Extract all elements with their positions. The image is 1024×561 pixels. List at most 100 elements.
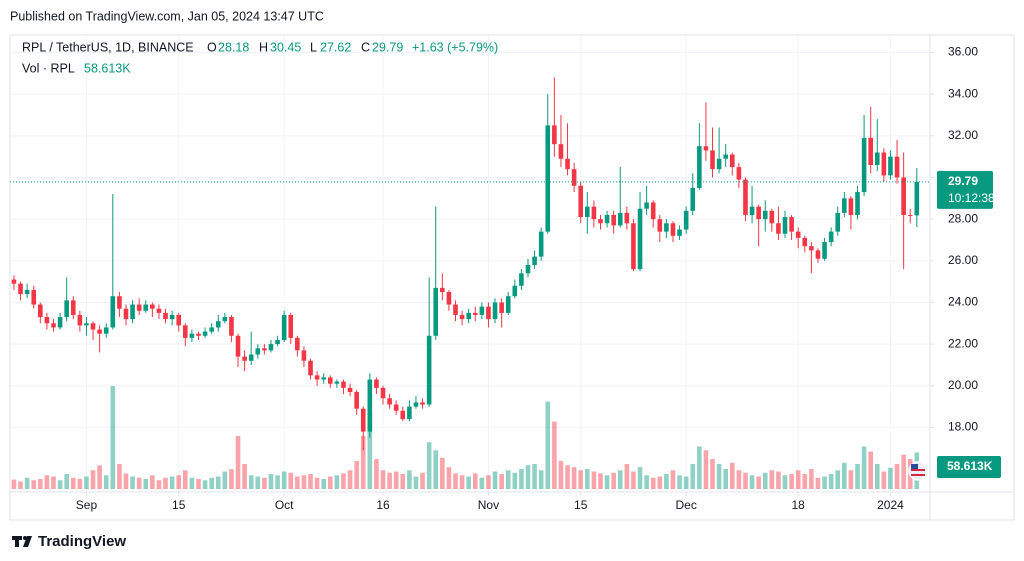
volume-bar bbox=[24, 477, 30, 489]
volume-bar bbox=[624, 464, 630, 489]
candle-body bbox=[835, 212, 841, 232]
volume-bar bbox=[440, 457, 445, 489]
grid bbox=[10, 35, 930, 492]
candle-body bbox=[189, 333, 195, 338]
candle-body bbox=[374, 379, 379, 388]
volume-bar bbox=[202, 480, 208, 489]
candle-body bbox=[262, 348, 267, 351]
volume-bar bbox=[156, 480, 162, 489]
volume-bar bbox=[690, 464, 696, 489]
candle-body bbox=[479, 306, 485, 315]
volume-bar bbox=[571, 467, 577, 489]
candle-body bbox=[420, 402, 425, 405]
x-tick-label: 18 bbox=[792, 498, 806, 512]
candle-body bbox=[136, 304, 142, 311]
volume-value: 58.613K bbox=[84, 61, 131, 75]
volume-bar bbox=[44, 475, 50, 489]
x-tick-label: 15 bbox=[574, 498, 588, 512]
candle-body bbox=[677, 229, 682, 236]
candle-body bbox=[70, 300, 76, 315]
volume-bar bbox=[321, 479, 326, 489]
y-tick-label: 18.00 bbox=[948, 420, 978, 434]
volume-label: 58.613K bbox=[947, 459, 993, 473]
volume-bar bbox=[558, 460, 564, 489]
volume-bar bbox=[591, 471, 597, 489]
candle-body bbox=[110, 296, 116, 328]
candle-body bbox=[822, 242, 827, 259]
volume-bar bbox=[519, 469, 524, 489]
volume-bar bbox=[295, 476, 300, 489]
candle-body bbox=[776, 223, 781, 234]
last-price-box bbox=[937, 170, 993, 209]
candle-body bbox=[301, 350, 307, 361]
candle-body bbox=[683, 210, 689, 230]
ohlc-letter: O bbox=[207, 40, 217, 54]
volume-bar bbox=[130, 476, 135, 489]
candle-body bbox=[631, 223, 636, 270]
candle-body bbox=[716, 158, 722, 170]
candle-body bbox=[51, 323, 56, 328]
candle-body bbox=[380, 387, 386, 399]
volume-bar bbox=[84, 476, 89, 489]
candle-body bbox=[222, 317, 228, 322]
candle-body bbox=[657, 219, 663, 232]
candle-body bbox=[413, 402, 419, 407]
candle-body bbox=[235, 335, 241, 357]
candle-body bbox=[558, 144, 564, 159]
brand: TradingView bbox=[38, 533, 126, 550]
volume-bar bbox=[288, 472, 294, 489]
volume-bar bbox=[644, 475, 649, 489]
volume-bar bbox=[70, 477, 76, 489]
chart-frame bbox=[9, 34, 1015, 521]
volume-bar bbox=[822, 476, 827, 489]
volume-bar bbox=[400, 474, 406, 489]
candle-body bbox=[591, 206, 597, 220]
candle-body bbox=[38, 304, 43, 318]
published-note: Published on TradingView.com, Jan 05, 20… bbox=[10, 9, 324, 23]
y-tick-label: 20.00 bbox=[948, 378, 978, 392]
volume-bar bbox=[420, 472, 425, 489]
candle-body bbox=[710, 150, 715, 170]
candle-body bbox=[512, 285, 518, 297]
volume-bar bbox=[848, 470, 854, 489]
candle-body bbox=[617, 212, 623, 226]
candle-body bbox=[18, 283, 23, 295]
ohlc-value: 28.18 bbox=[218, 40, 249, 54]
ohlc-value: 27.62 bbox=[320, 40, 351, 54]
volume-bar bbox=[769, 470, 775, 489]
flag-canton bbox=[911, 464, 918, 469]
y-tick-label: 24.00 bbox=[948, 295, 978, 309]
volume-bar bbox=[525, 465, 531, 489]
candle-body bbox=[743, 179, 748, 215]
volume-bar bbox=[888, 467, 893, 489]
y-tick-label: 36.00 bbox=[948, 45, 978, 59]
volume-bar bbox=[235, 435, 241, 489]
volume-bar bbox=[446, 467, 452, 489]
volume-bar bbox=[103, 475, 109, 489]
candle-body bbox=[433, 287, 439, 336]
candle-body bbox=[84, 323, 89, 326]
volume-bar bbox=[802, 474, 808, 489]
volume-bar bbox=[868, 451, 873, 489]
candle-body bbox=[77, 314, 83, 326]
candle-body bbox=[255, 348, 261, 355]
volume-bar bbox=[262, 477, 267, 489]
candle-body bbox=[802, 237, 808, 247]
candle-body bbox=[275, 339, 280, 345]
volume-bar bbox=[631, 471, 636, 489]
volume-bar bbox=[538, 470, 544, 489]
volume-bar bbox=[809, 469, 814, 489]
volume-bar bbox=[393, 471, 399, 489]
volume-bar bbox=[842, 462, 847, 489]
flag-stripe bbox=[911, 469, 925, 471]
y-tick-label: 28.00 bbox=[948, 211, 978, 225]
candle-body bbox=[31, 289, 37, 305]
volume-pane bbox=[11, 386, 920, 489]
volume-bar bbox=[670, 470, 676, 489]
candle-body bbox=[202, 331, 208, 336]
volume-bar bbox=[110, 386, 116, 489]
candle-body bbox=[466, 312, 471, 320]
candle-body bbox=[459, 314, 465, 320]
candle-body bbox=[90, 323, 96, 330]
candle-body bbox=[486, 306, 491, 320]
